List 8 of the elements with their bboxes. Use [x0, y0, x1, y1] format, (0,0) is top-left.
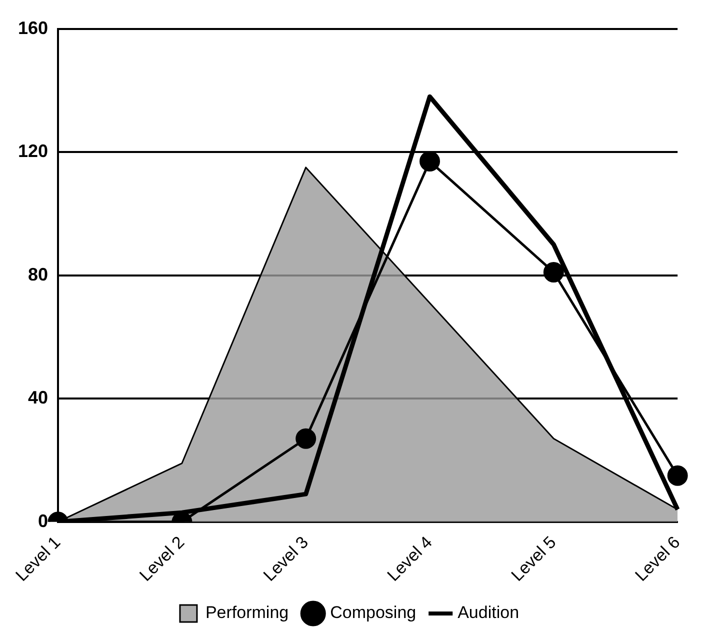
- y-tick-label: 40: [28, 388, 48, 408]
- y-tick-label: 160: [18, 18, 48, 38]
- legend-label: Performing: [205, 603, 289, 622]
- legend-label: Audition: [458, 603, 520, 622]
- legend-label: Composing: [330, 603, 416, 622]
- y-tick-label: 120: [18, 141, 48, 162]
- y-tick-label: 0: [38, 510, 48, 531]
- y-tick-label: 80: [28, 264, 48, 284]
